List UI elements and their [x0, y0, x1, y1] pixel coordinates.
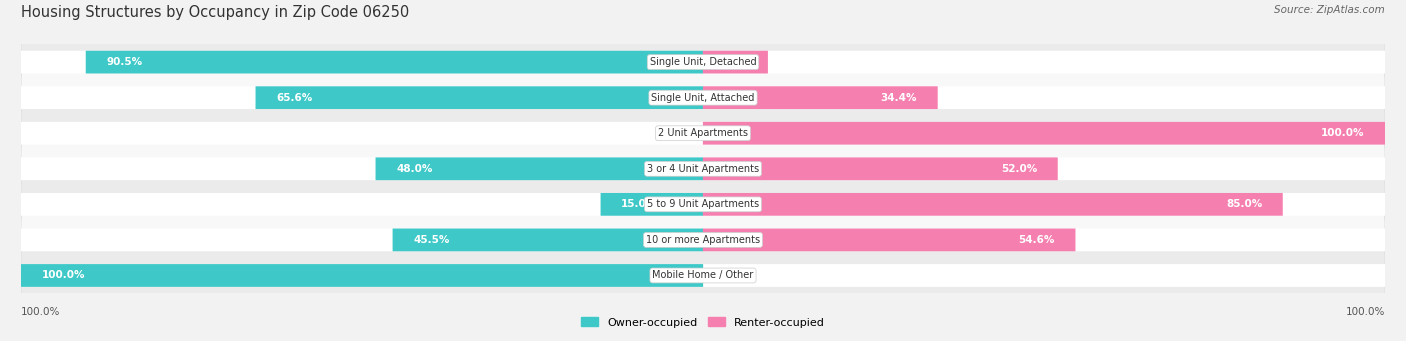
- Text: 100.0%: 100.0%: [1346, 307, 1385, 317]
- FancyBboxPatch shape: [21, 176, 1385, 233]
- FancyBboxPatch shape: [703, 86, 1385, 109]
- FancyBboxPatch shape: [392, 228, 703, 251]
- Text: 52.0%: 52.0%: [1001, 164, 1038, 174]
- Text: Housing Structures by Occupancy in Zip Code 06250: Housing Structures by Occupancy in Zip C…: [21, 5, 409, 20]
- Text: 48.0%: 48.0%: [396, 164, 433, 174]
- Text: Source: ZipAtlas.com: Source: ZipAtlas.com: [1274, 5, 1385, 15]
- FancyBboxPatch shape: [21, 51, 703, 74]
- FancyBboxPatch shape: [21, 193, 703, 216]
- FancyBboxPatch shape: [703, 264, 1385, 287]
- FancyBboxPatch shape: [703, 193, 1282, 216]
- Text: 100.0%: 100.0%: [42, 270, 84, 281]
- FancyBboxPatch shape: [21, 158, 703, 180]
- FancyBboxPatch shape: [703, 158, 1057, 180]
- Text: 100.0%: 100.0%: [21, 307, 60, 317]
- Text: 65.6%: 65.6%: [276, 93, 312, 103]
- FancyBboxPatch shape: [21, 141, 1385, 197]
- FancyBboxPatch shape: [21, 86, 703, 109]
- FancyBboxPatch shape: [21, 247, 1385, 303]
- Text: 10 or more Apartments: 10 or more Apartments: [645, 235, 761, 245]
- Legend: Owner-occupied, Renter-occupied: Owner-occupied, Renter-occupied: [576, 313, 830, 332]
- FancyBboxPatch shape: [86, 51, 703, 74]
- FancyBboxPatch shape: [703, 228, 1385, 251]
- FancyBboxPatch shape: [703, 51, 1385, 74]
- FancyBboxPatch shape: [703, 122, 1385, 145]
- FancyBboxPatch shape: [703, 122, 1385, 145]
- Text: 15.0%: 15.0%: [621, 199, 658, 209]
- FancyBboxPatch shape: [703, 228, 1076, 251]
- FancyBboxPatch shape: [375, 158, 703, 180]
- Text: 100.0%: 100.0%: [1322, 128, 1364, 138]
- Text: 34.4%: 34.4%: [880, 93, 917, 103]
- Text: Single Unit, Detached: Single Unit, Detached: [650, 57, 756, 67]
- FancyBboxPatch shape: [21, 70, 1385, 126]
- FancyBboxPatch shape: [703, 86, 938, 109]
- Text: 9.5%: 9.5%: [718, 57, 748, 67]
- FancyBboxPatch shape: [21, 228, 703, 251]
- FancyBboxPatch shape: [21, 105, 1385, 161]
- FancyBboxPatch shape: [21, 122, 703, 145]
- FancyBboxPatch shape: [600, 193, 703, 216]
- Text: 5 to 9 Unit Apartments: 5 to 9 Unit Apartments: [647, 199, 759, 209]
- FancyBboxPatch shape: [703, 158, 1385, 180]
- Text: 54.6%: 54.6%: [1018, 235, 1054, 245]
- FancyBboxPatch shape: [21, 34, 1385, 90]
- FancyBboxPatch shape: [21, 264, 703, 287]
- Text: 85.0%: 85.0%: [1226, 199, 1263, 209]
- FancyBboxPatch shape: [21, 264, 703, 287]
- Text: Single Unit, Attached: Single Unit, Attached: [651, 93, 755, 103]
- Text: 2 Unit Apartments: 2 Unit Apartments: [658, 128, 748, 138]
- FancyBboxPatch shape: [703, 193, 1385, 216]
- Text: 45.5%: 45.5%: [413, 235, 450, 245]
- FancyBboxPatch shape: [256, 86, 703, 109]
- Text: 0.0%: 0.0%: [666, 128, 692, 138]
- FancyBboxPatch shape: [703, 51, 768, 74]
- FancyBboxPatch shape: [21, 212, 1385, 268]
- Text: 3 or 4 Unit Apartments: 3 or 4 Unit Apartments: [647, 164, 759, 174]
- Text: 90.5%: 90.5%: [107, 57, 142, 67]
- Text: 0.0%: 0.0%: [714, 270, 740, 281]
- Text: Mobile Home / Other: Mobile Home / Other: [652, 270, 754, 281]
